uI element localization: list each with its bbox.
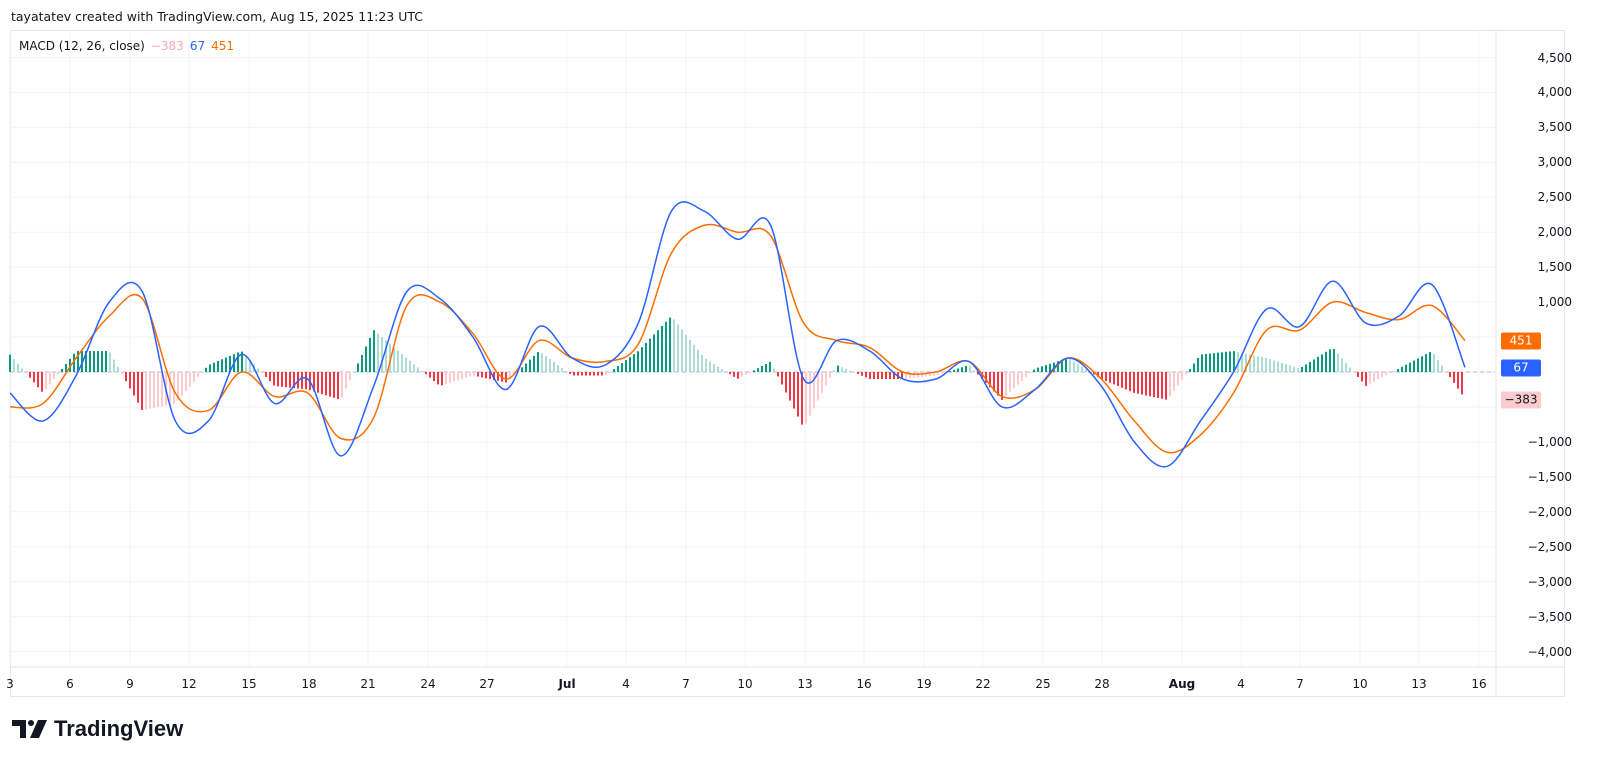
price-axis-label: 4,500 (1537, 50, 1572, 65)
time-axis-label: 28 (1094, 677, 1110, 691)
time-axis-label: 18 (301, 677, 317, 691)
signal-value-badge: 451 (1501, 332, 1541, 350)
histogram-bars (9, 317, 1463, 425)
time-axis-label: 27 (479, 677, 495, 691)
time-axis-label: 19 (916, 677, 932, 691)
legend-signal-value: 451 (211, 39, 235, 53)
signal-line (9, 223, 1466, 454)
time-axis-label: 25 (1035, 677, 1051, 691)
time-axis-label: 10 (737, 677, 753, 691)
tradingview-logo-icon (12, 720, 47, 738)
time-axis-label: 4 (622, 677, 630, 691)
time-axis-label: 13 (797, 677, 813, 691)
grid-lines (9, 30, 1496, 667)
time-axis-label: 7 (682, 677, 690, 691)
price-axis-label: −3,500 (1527, 609, 1572, 624)
indicator-legend[interactable]: MACD (12, 26, close) −383 67 451 (19, 39, 234, 53)
price-axis-label: 3,500 (1537, 120, 1572, 135)
price-axis-label: 1,000 (1537, 295, 1572, 310)
brand-name: TradingView (54, 716, 184, 741)
time-axis-label: 3 (6, 677, 14, 691)
price-axis-label: 1,500 (1537, 260, 1572, 275)
time-axis-label: 16 (856, 677, 872, 691)
price-axis-label: −1,000 (1527, 434, 1572, 449)
time-axis-label: Jul (558, 677, 576, 691)
time-axis-label: Aug (1168, 677, 1196, 691)
time-axis-label: 4 (1237, 677, 1245, 691)
price-axis-label: −4,000 (1527, 644, 1572, 659)
price-axis-label: 2,000 (1537, 225, 1572, 240)
macd-value-badge: 67 (1501, 359, 1541, 377)
time-axis-label: 24 (420, 677, 436, 691)
time-axis-label: 22 (975, 677, 991, 691)
price-axis-label: 2,500 (1537, 190, 1572, 205)
time-axis-label: 21 (360, 677, 376, 691)
time-axis-label: 6 (66, 677, 74, 691)
legend-histogram-value: −383 (150, 39, 184, 53)
macd-line (9, 201, 1466, 468)
price-axis-label: −2,000 (1527, 504, 1572, 519)
histogram-value-badge: −383 (1501, 391, 1541, 409)
time-axis-label: 13 (1411, 677, 1427, 691)
time-axis-label: 9 (126, 677, 134, 691)
legend-macd-value: 67 (189, 39, 206, 53)
price-axis-label: 4,000 (1537, 85, 1572, 100)
time-axis-label: 10 (1352, 677, 1368, 691)
tradingview-brand: TradingView (12, 716, 183, 742)
time-axis-label: 7 (1296, 677, 1304, 691)
chart-attribution: tayatatev created with TradingView.com, … (11, 9, 424, 24)
time-axis-label: 15 (241, 677, 257, 691)
price-axis-label: 3,000 (1537, 155, 1572, 170)
time-axis-label: 16 (1471, 677, 1487, 691)
time-axis-label: 12 (181, 677, 197, 691)
price-axis-label: −2,500 (1527, 539, 1572, 554)
price-axis-label: −3,000 (1527, 574, 1572, 589)
indicator-title: MACD (12, 26, close) (19, 39, 145, 53)
price-axis-label: −1,500 (1527, 469, 1572, 484)
